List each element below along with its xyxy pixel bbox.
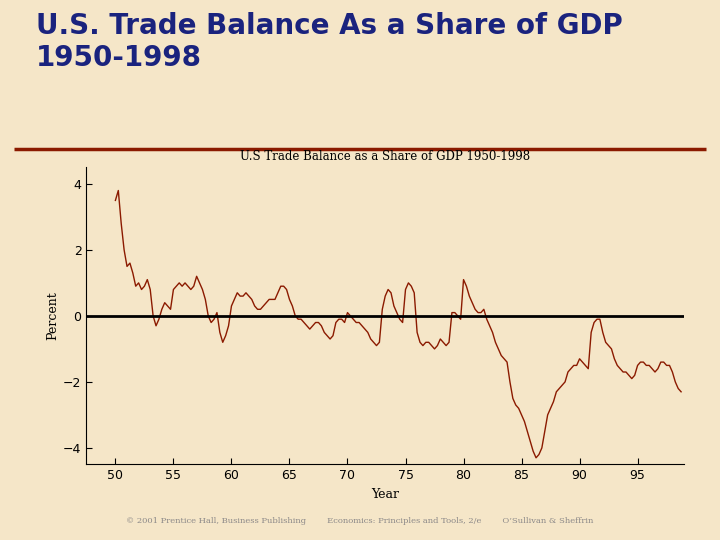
Title: U.S Trade Balance as a Share of GDP 1950-1998: U.S Trade Balance as a Share of GDP 1950…	[240, 151, 530, 164]
Text: U.S. Trade Balance As a Share of GDP
1950-1998: U.S. Trade Balance As a Share of GDP 195…	[36, 12, 623, 72]
X-axis label: Year: Year	[372, 488, 399, 501]
Text: © 2001 Prentice Hall, Business Publishing        Economics: Principles and Tools: © 2001 Prentice Hall, Business Publishin…	[126, 517, 594, 525]
Y-axis label: Percent: Percent	[46, 292, 59, 340]
